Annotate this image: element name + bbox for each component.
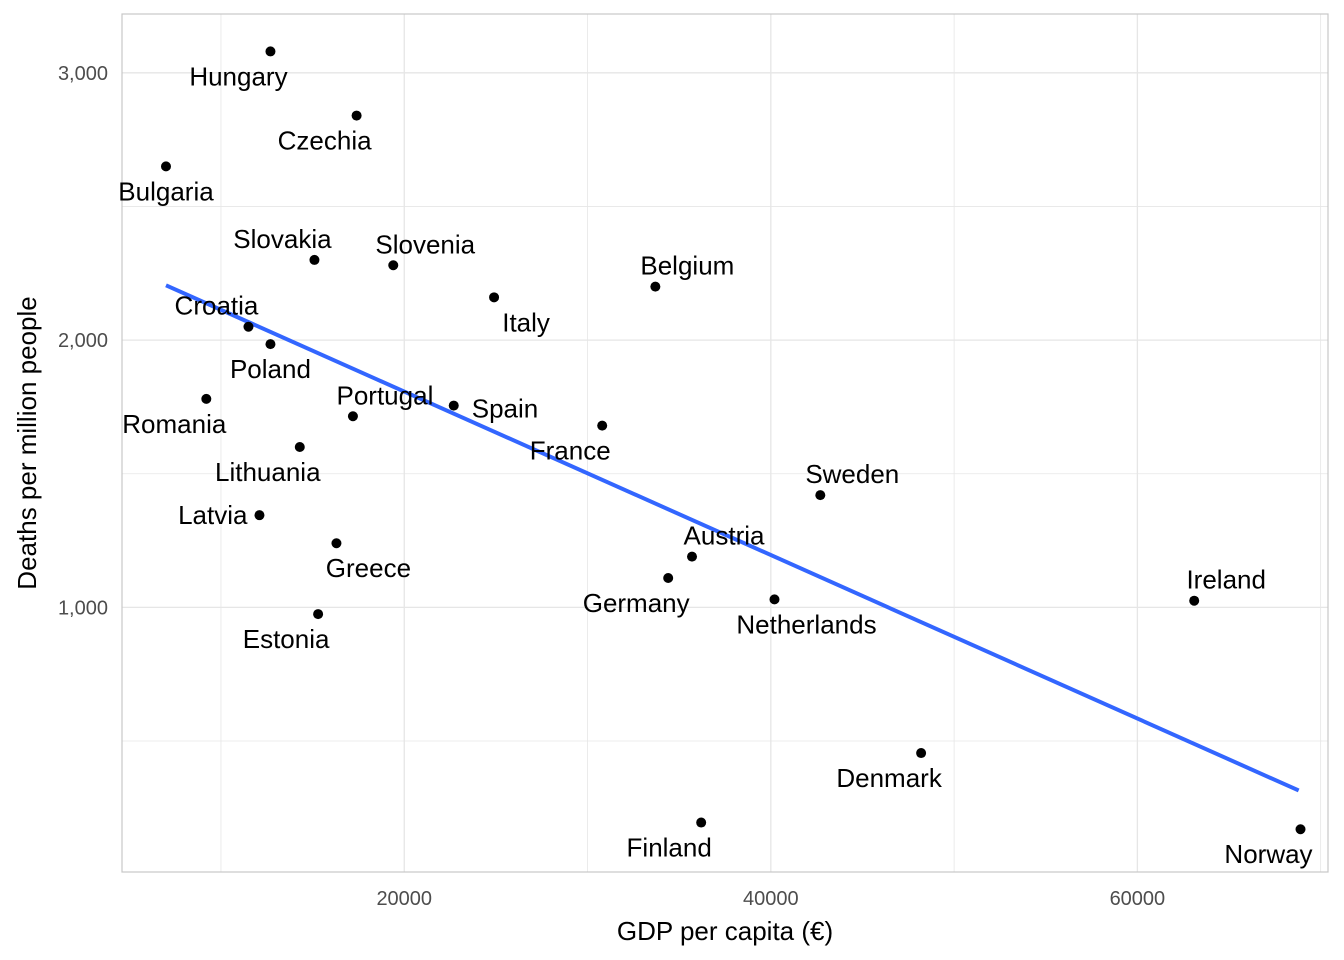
point-label: Ireland: [1186, 565, 1266, 595]
y-tick-label: 3,000: [58, 63, 108, 85]
data-point: [160, 161, 171, 172]
data-point: [663, 572, 674, 583]
data-point: [254, 510, 265, 521]
point-label: Austria: [684, 521, 765, 551]
data-point: [309, 254, 320, 265]
point-label: Norway: [1224, 839, 1312, 869]
point-label: Latvia: [178, 500, 248, 530]
point-label: Hungary: [189, 61, 287, 91]
point-label: Germany: [583, 588, 690, 618]
data-point: [351, 110, 362, 121]
data-point: [489, 292, 500, 303]
point-label: Greece: [326, 553, 411, 583]
trend-layer: [165, 283, 1300, 793]
data-point: [388, 260, 399, 271]
x-tick-label: 60000: [1110, 888, 1166, 910]
point-label: Slovenia: [375, 229, 475, 259]
data-point: [916, 748, 927, 759]
point-label: Portugal: [337, 380, 434, 410]
data-point: [294, 442, 305, 453]
point-label: Slovakia: [233, 224, 332, 254]
point-label: Finland: [627, 833, 712, 863]
data-point: [769, 594, 780, 605]
data-point: [696, 817, 707, 828]
data-point: [331, 538, 342, 549]
data-point: [1295, 824, 1306, 835]
point-label: Bulgaria: [118, 176, 214, 206]
x-tick-label: 40000: [743, 888, 799, 910]
y-axis-title: Deaths per million people: [12, 296, 42, 589]
data-point: [687, 551, 698, 562]
data-point: [815, 490, 826, 501]
trend-line: [165, 283, 1300, 793]
x-axis-title: GDP per capita (€): [617, 916, 833, 946]
point-label: Lithuania: [215, 457, 321, 487]
point-label: Croatia: [175, 291, 259, 321]
data-point: [650, 281, 661, 292]
x-tick-label: 20000: [376, 888, 432, 910]
data-point: [265, 46, 276, 57]
panel-border: [121, 13, 1329, 873]
data-point: [347, 411, 358, 422]
point-label: Sweden: [805, 459, 899, 489]
data-point: [448, 400, 459, 411]
grid-layer: [122, 14, 1328, 872]
points-layer: [160, 46, 1306, 835]
point-label: France: [530, 436, 611, 466]
data-point: [243, 321, 254, 332]
data-point: [313, 609, 324, 620]
tick-labels-layer: 20000 40000 60000 1,000 2,000 3,000: [58, 63, 1165, 910]
point-label: Belgium: [640, 251, 734, 281]
data-point: [201, 393, 212, 404]
data-point: [597, 420, 608, 431]
point-label: Spain: [472, 394, 539, 424]
point-label: Netherlands: [736, 609, 876, 639]
y-tick-label: 1,000: [58, 597, 108, 619]
point-label: Italy: [502, 307, 550, 337]
point-label: Denmark: [836, 763, 942, 793]
point-labels-layer: Hungary Czechia Bulgaria Slovakia Slovenia It…: [118, 61, 1312, 869]
point-label: Romania: [122, 409, 227, 439]
data-point: [1189, 595, 1200, 606]
y-tick-label: 2,000: [58, 330, 108, 352]
point-label: Estonia: [243, 624, 330, 654]
data-point: [265, 339, 276, 350]
point-label: Poland: [230, 354, 311, 384]
point-label: Czechia: [278, 126, 372, 156]
